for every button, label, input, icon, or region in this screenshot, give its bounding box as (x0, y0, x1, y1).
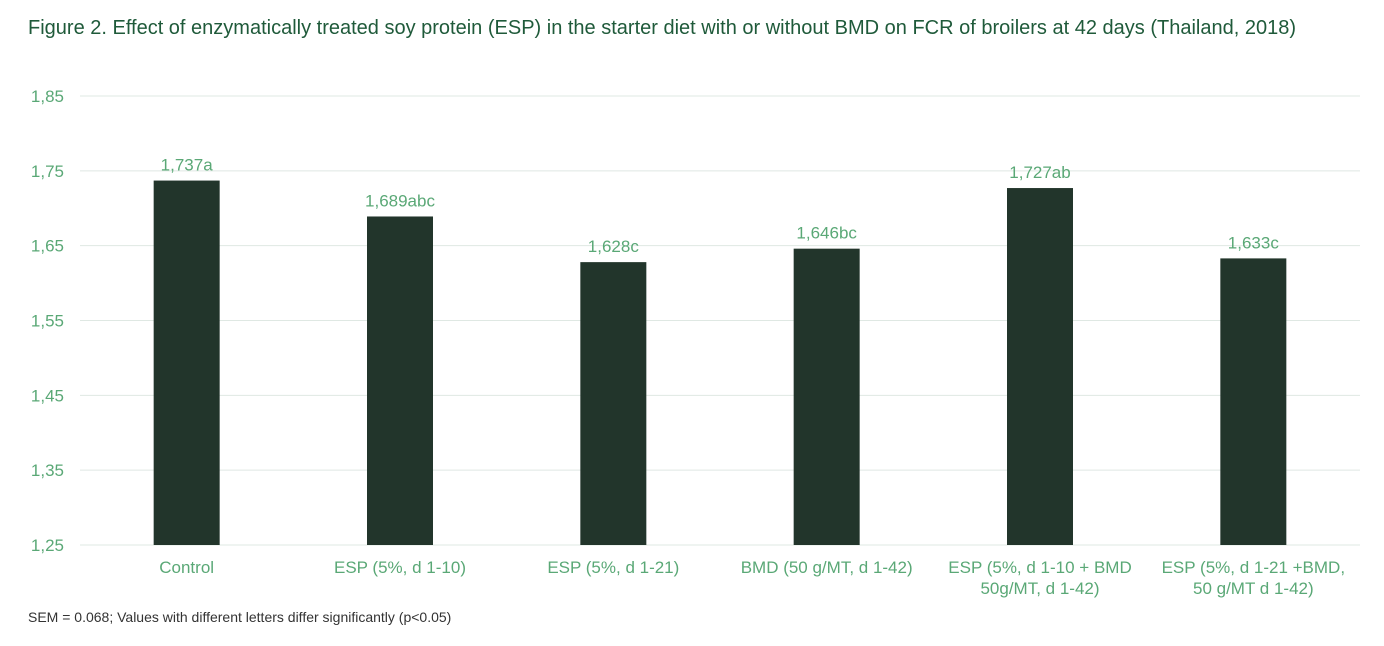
y-tick-label: 1,45 (31, 386, 64, 405)
bar (153, 180, 220, 546)
chart-footnote: SEM = 0.068; Values with different lette… (28, 609, 452, 625)
y-tick-label: 1,35 (31, 461, 64, 480)
bar (367, 216, 433, 545)
x-category-label: Control (159, 558, 214, 577)
data-label: 1,689abc (365, 191, 435, 210)
y-tick-label: 1,75 (31, 162, 64, 181)
x-category-label: ESP (5%, d 1-10) (334, 558, 466, 577)
x-category-label: ESP (5%, d 1-21 +BMD, (1162, 558, 1345, 577)
chart-title: Figure 2. Effect of enzymatically treate… (28, 17, 1296, 39)
data-label: 1,737a (161, 156, 214, 175)
y-tick-label: 1,65 (31, 237, 64, 256)
data-label: 1,646bc (796, 224, 857, 243)
x-category-label: ESP (5%, d 1-21) (547, 558, 679, 577)
bar (793, 248, 860, 545)
x-category-label: 50g/MT, d 1-42) (980, 579, 1099, 598)
data-label: 1,633c (1228, 233, 1280, 252)
data-label: 1,727ab (1009, 163, 1070, 182)
bar (1220, 258, 1287, 545)
x-category-label: BMD (50 g/MT, d 1-42) (741, 558, 913, 577)
x-category-label: 50 g/MT d 1-42) (1193, 579, 1314, 598)
bar (580, 262, 647, 545)
data-label: 1,628c (588, 237, 640, 256)
y-tick-label: 1,85 (31, 87, 64, 106)
x-category-label: ESP (5%, d 1-10 + BMD (948, 558, 1131, 577)
y-tick-label: 1,25 (31, 536, 64, 555)
y-tick-label: 1,55 (31, 312, 64, 331)
bar (1007, 188, 1073, 546)
